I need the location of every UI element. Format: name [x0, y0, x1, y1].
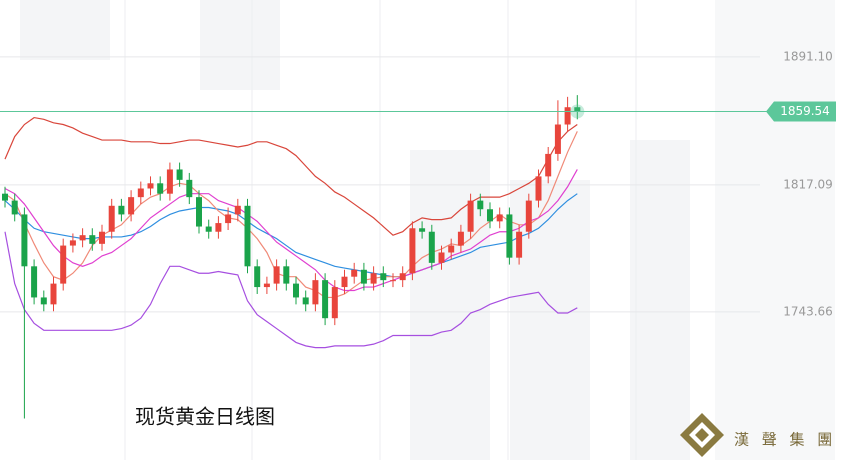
candle-body: [467, 200, 474, 232]
candle-body: [128, 197, 135, 215]
candle-body: [244, 205, 251, 267]
candle-body: [40, 297, 47, 305]
candle-body: [351, 269, 358, 277]
candle-body: [477, 200, 484, 210]
candle-body: [166, 169, 173, 194]
candle-body: [564, 107, 571, 125]
candle-body: [487, 209, 493, 222]
candle-body: [89, 235, 96, 244]
indicator-line: [4, 116, 578, 236]
candle-body: [302, 297, 309, 305]
candle-body: [21, 214, 28, 267]
y-tick-label: 1817.09: [783, 177, 833, 191]
candle-body: [390, 280, 396, 282]
candle-body: [69, 240, 76, 246]
candle-body: [225, 214, 232, 224]
candle-body: [215, 223, 222, 232]
y-tick-label: 1891.10: [783, 49, 833, 63]
candle-body: [554, 124, 561, 154]
candle-body: [535, 176, 542, 201]
candle-body: [118, 205, 125, 215]
watermark: 漢 聲 集 團: [734, 431, 836, 449]
candle-body: [419, 228, 426, 232]
candle-body: [496, 214, 503, 222]
candle-body: [428, 231, 435, 263]
candle-body: [196, 197, 202, 227]
candle-body: [360, 269, 367, 284]
candle-body: [147, 183, 154, 189]
candle-body: [11, 200, 18, 215]
candle-body: [409, 228, 416, 274]
candle-body: [50, 283, 57, 305]
candle-body: [205, 226, 212, 232]
indicator-line: [4, 231, 578, 349]
candle-body: [176, 169, 183, 180]
candle-body: [322, 280, 329, 319]
indicator-line: [4, 169, 578, 292]
candle-body: [99, 231, 105, 244]
candle-body: [545, 153, 552, 177]
last-price-glow: [570, 104, 585, 119]
candle-body: [448, 245, 455, 253]
candle-body: [341, 276, 348, 288]
candle-body: [79, 235, 86, 241]
candle-body: [186, 179, 193, 198]
candle-body: [273, 266, 280, 284]
candle-body: [457, 231, 464, 246]
candle-body: [60, 245, 67, 284]
last-price-label: 1859.54: [780, 104, 830, 118]
candle-body: [254, 266, 261, 288]
candle-body: [516, 231, 523, 258]
candle-body: [157, 183, 164, 194]
candle-body: [31, 266, 38, 298]
candle-body: [380, 273, 387, 281]
background: [20, 0, 835, 460]
y-tick-label: 1743.66: [783, 304, 833, 318]
candle-body: [263, 283, 270, 288]
candle-body: [399, 273, 406, 281]
candle-body: [312, 280, 319, 305]
candle-body: [283, 266, 290, 284]
logo: [680, 413, 724, 457]
candle-body: [137, 188, 144, 198]
last-price-tag: [766, 101, 836, 122]
candle-body: [293, 283, 299, 298]
candle-body: [438, 252, 445, 263]
candle-body: [331, 287, 338, 319]
candle-body: [108, 205, 115, 232]
candle-body: [525, 200, 532, 232]
candle-body: [506, 214, 513, 258]
vertical-grid: [124, 0, 637, 460]
chart-title: 现货黄金日线图: [135, 405, 275, 429]
candle-body: [574, 107, 581, 112]
candle-body: [2, 193, 8, 201]
candle-body: [370, 273, 377, 284]
candle-body: [234, 205, 241, 215]
